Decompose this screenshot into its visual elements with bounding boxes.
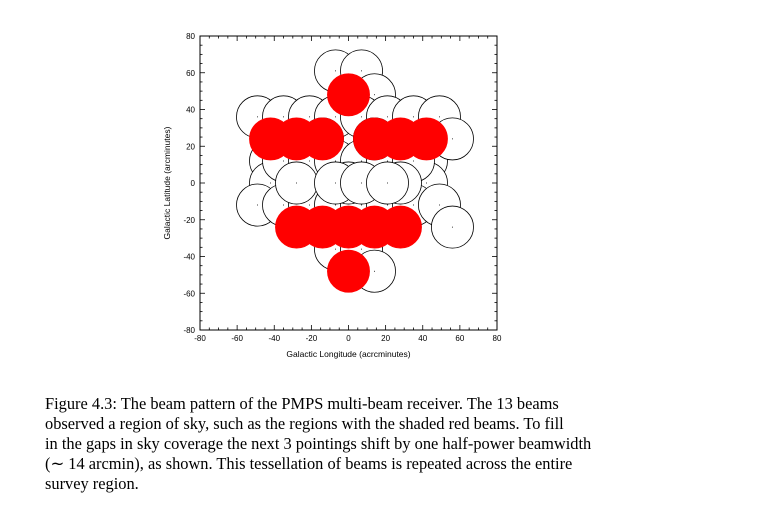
beam-center-dot [335,116,337,118]
beam-center-dot [296,182,298,184]
y-axis-label: Galactic Latitude (arcminutes) [162,126,172,239]
red-beam [327,249,370,293]
x-tick-label: 20 [381,334,390,343]
x-axis-label: Galactic Longitude (acrcminutes) [286,349,410,359]
x-tick-label: 0 [346,334,351,343]
beam-center-dot [335,248,337,250]
beam-center-dot [270,182,272,184]
red-beam [327,205,370,249]
y-tick-label: 80 [186,32,195,41]
beam-center-dot [257,116,259,118]
beam-center-dot [335,70,337,72]
y-tick-label: 60 [186,69,195,78]
x-tick-label: -60 [231,334,243,343]
x-tick-label: 60 [455,334,464,343]
beam-center-dot [451,138,453,140]
beam-center-dot [386,204,388,206]
axis-ticks: -80 -60 -40 -20 0 20 40 60 80 -80 -60 -40 -20 0 20 40 60… [183,32,502,343]
beam-center-dot [283,160,285,162]
y-tick-label: 0 [191,179,196,188]
y-tick-label: -80 [183,326,195,335]
beam-center-dot [309,160,311,162]
y-tick-label: 20 [186,142,195,151]
caption-line: survey region. [45,474,139,493]
y-tick-label: -20 [183,216,195,225]
beam-center-dot [360,160,362,162]
beam-center-dot [360,182,362,184]
x-tick-label: 40 [418,334,427,343]
beam-center-dot [309,116,311,118]
beam-center-dot [438,204,440,206]
x-tick-label: -20 [306,334,318,343]
beam-center-dot [360,70,362,72]
beam-center-dot [386,116,388,118]
caption-line: observed a region of sky, such as the re… [45,414,564,433]
x-tick-label: -40 [268,334,280,343]
red-beam [301,117,344,161]
beam-center-dot [386,182,388,184]
beam-center-dot [373,94,375,96]
beam-center-dot [425,182,427,184]
beam-center-dot [412,204,414,206]
beam-center-dot [373,270,375,272]
x-tick-label: 80 [493,334,502,343]
caption-line: Figure 4.3: The beam pattern of the PMPS… [45,394,559,413]
beam-pattern-figure: -80 -60 -40 -20 0 20 40 60 80 -80 -60 -40 -20 0 20 40 60… [162,32,502,359]
beam-center-dot [257,204,259,206]
caption-line: (∼ 14 arcmin), as shown. This tessellati… [45,454,573,473]
beam-center-dot [283,204,285,206]
beam-center-dot [412,160,414,162]
beam-center-dot [309,204,311,206]
x-tick-label: -80 [194,334,206,343]
red-beam [249,117,292,161]
red-beam [327,73,370,117]
caption-line: in the gaps in sky coverage the next 3 p… [45,434,592,453]
beam-markers [236,49,474,293]
beam-center-dot [360,116,362,118]
beam-center-dot [335,182,337,184]
beam-center-dot [451,226,453,228]
red-beam [353,117,396,161]
y-tick-label: -40 [183,253,195,262]
beam-center-dot [438,116,440,118]
beam-center-dot [386,160,388,162]
beam-center-dot [335,204,337,206]
beam-center-dot [412,116,414,118]
beam-center-dot [360,248,362,250]
y-tick-label: 40 [186,106,195,115]
beam-center-dot [335,160,337,162]
beam-center-dot [360,204,362,206]
y-tick-label: -60 [183,289,195,298]
figure-caption: Figure 4.3: The beam pattern of the PMPS… [45,394,735,494]
beam-center-dot [283,116,285,118]
red-beam [405,117,448,161]
